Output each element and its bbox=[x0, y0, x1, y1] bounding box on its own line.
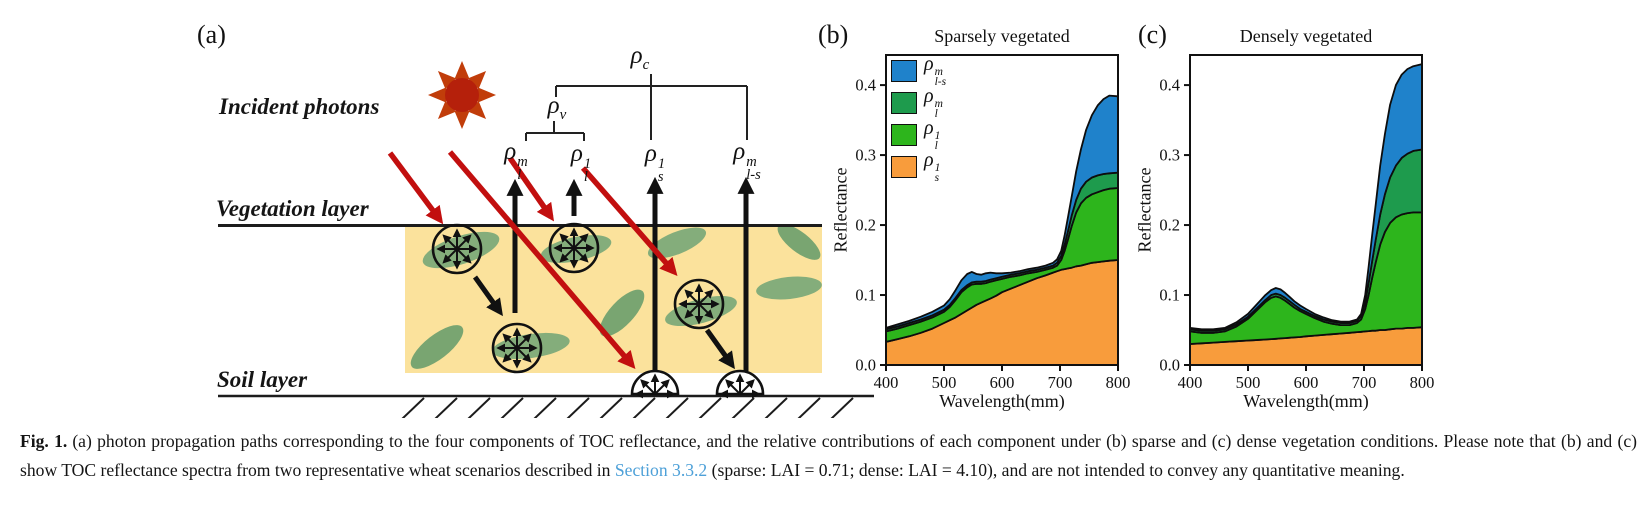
x-tick-label: 500 bbox=[1236, 373, 1261, 392]
x-tick-label: 600 bbox=[1294, 373, 1319, 392]
chart-b-xlabel: Wavelength(mm) bbox=[939, 391, 1065, 411]
legend-swatch-green bbox=[891, 123, 917, 146]
incident-photon-arrows bbox=[387, 150, 678, 370]
incident-photon-arrow bbox=[387, 151, 444, 225]
y-tick-label: 0.1 bbox=[1159, 286, 1180, 305]
leaf-icon bbox=[647, 227, 707, 259]
panel-a-tag: (a) bbox=[197, 20, 226, 49]
leaf-icon bbox=[777, 226, 821, 260]
figure-caption: Fig. 1. (a) photon propagation paths corr… bbox=[20, 427, 1637, 485]
leaf-scattering-icon bbox=[433, 225, 481, 273]
incident-photon-arrow bbox=[447, 150, 636, 370]
leaf-icon bbox=[665, 295, 737, 327]
soil-scattering-icon bbox=[632, 371, 678, 394]
y-tick-label: 0.0 bbox=[855, 356, 876, 375]
chart-sparse: 400 500 600 700 800 0.0 0.1 0.2 0.3 0.4 bbox=[855, 54, 1131, 392]
leaf-icon bbox=[599, 289, 645, 337]
caption-figure-label: Fig. 1. bbox=[20, 431, 68, 451]
incident-photon-arrow bbox=[580, 166, 678, 276]
y-tick-label: 0.2 bbox=[1159, 216, 1180, 235]
y-tick-label: 0.0 bbox=[1159, 356, 1180, 375]
section-link[interactable]: Section 3.3.2 bbox=[614, 460, 708, 480]
leaf-icon bbox=[410, 325, 464, 369]
leaf-single-rho-l-1-area bbox=[1189, 211, 1423, 345]
x-tick-label: 800 bbox=[1410, 373, 1435, 392]
leaf-scattering-icon bbox=[550, 224, 598, 272]
chart-c-ylabel: Reflectance bbox=[1134, 167, 1155, 253]
x-tick-label: 400 bbox=[874, 373, 899, 392]
soil-scattering-icon bbox=[717, 371, 763, 394]
chart-c-xlabel: Wavelength(mm) bbox=[1243, 391, 1369, 411]
chart-c-title: Densely vegetated bbox=[1239, 26, 1373, 46]
chart-b-ylabel: Reflectance bbox=[830, 167, 851, 253]
panel-b-tag: (b) bbox=[818, 20, 849, 49]
vegetation-layer-label: Vegetation layer bbox=[216, 196, 369, 221]
caption-text: (sparse: LAI = 0.71; dense: LAI = 4.10),… bbox=[707, 460, 1405, 480]
scattered-photon-arrow bbox=[472, 275, 503, 317]
x-tick-label: 600 bbox=[990, 373, 1015, 392]
y-tick-label: 0.2 bbox=[855, 216, 876, 235]
y-tick-label: 0.1 bbox=[855, 286, 876, 305]
x-tick-label: 700 bbox=[1352, 373, 1377, 392]
legend-label: ρ m l-s bbox=[924, 53, 947, 88]
y-tick-label: 0.3 bbox=[855, 146, 876, 165]
incident-photon-arrow bbox=[507, 156, 555, 222]
legend-swatch-dark-green bbox=[891, 91, 917, 114]
chart-b-title: Sparsely vegetated bbox=[934, 26, 1070, 46]
ground-hatching bbox=[401, 397, 854, 418]
x-tick-label: 400 bbox=[1178, 373, 1203, 392]
sun-icon bbox=[428, 61, 496, 129]
leaf-scattering-icon bbox=[493, 324, 541, 372]
leaf-scattering-icon bbox=[675, 280, 723, 328]
photon-propagation-diagram bbox=[218, 61, 874, 418]
soil-layer-label: Soil layer bbox=[217, 367, 308, 392]
y-tick-label: 0.3 bbox=[1159, 146, 1180, 165]
legend-swatch-blue bbox=[891, 59, 917, 82]
rho-c-label: ρc bbox=[630, 42, 650, 73]
caption-text: (a) photon propagation paths correspondi… bbox=[20, 431, 1637, 480]
panel-c-tag: (c) bbox=[1138, 20, 1167, 49]
chart-dense: 400 500 600 700 800 0.0 0.1 0.2 0.3 0.4 bbox=[1159, 54, 1435, 392]
legend-item: ρ m l-s bbox=[891, 54, 946, 88]
x-tick-label: 800 bbox=[1106, 373, 1131, 392]
rho-l-s-m-label: ρ m l-s bbox=[733, 138, 761, 183]
incident-photons-label: Incident photons bbox=[219, 94, 380, 119]
component-bracket-lines bbox=[525, 74, 748, 141]
scattered-photon-arrow bbox=[704, 328, 735, 370]
legend-swatch-orange bbox=[891, 155, 917, 178]
reflected-photon-arrows bbox=[472, 176, 755, 371]
x-tick-label: 700 bbox=[1048, 373, 1073, 392]
y-tick-label: 0.4 bbox=[855, 76, 876, 95]
y-tick-label: 0.4 bbox=[1159, 76, 1180, 95]
leaf-icon bbox=[756, 276, 822, 300]
rho-v-label: ρv bbox=[547, 92, 567, 123]
figure-graphics: 400 500 600 700 800 0.0 0.1 0.2 0.3 0.4 400 500 600… bbox=[218, 54, 1435, 418]
x-tick-label: 500 bbox=[932, 373, 957, 392]
